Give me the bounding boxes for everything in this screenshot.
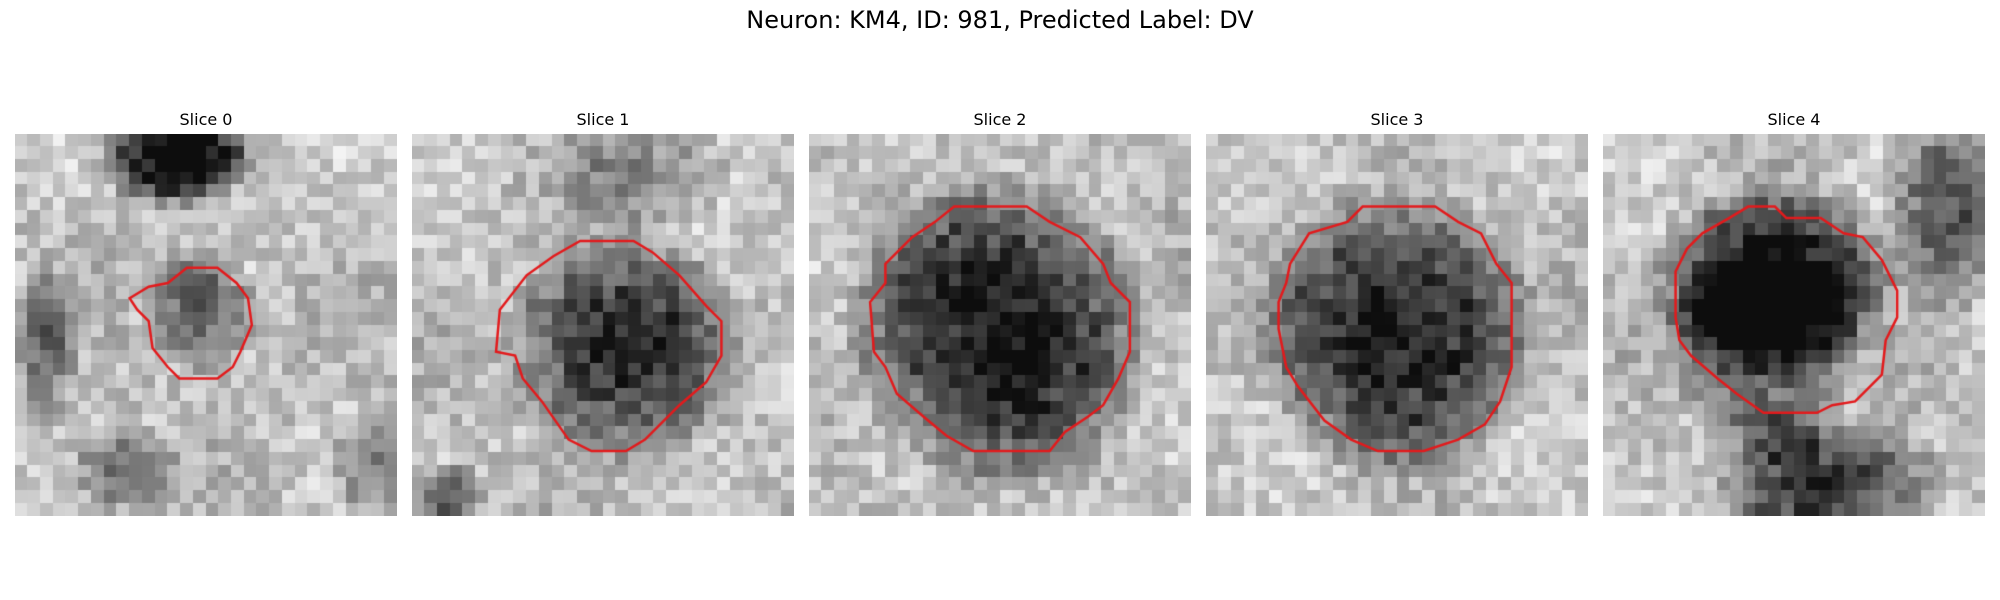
- slice-image: [15, 134, 397, 516]
- slice-panel-0: Slice 0: [15, 110, 397, 516]
- slice-image: [1206, 134, 1588, 516]
- slice-title: Slice 3: [1370, 110, 1424, 129]
- slice-image: [809, 134, 1191, 516]
- figure-title: Neuron: KM4, ID: 981, Predicted Label: D…: [746, 6, 1254, 34]
- slice-title: Slice 4: [1767, 110, 1821, 129]
- slice-image: [412, 134, 794, 516]
- slice-title: Slice 2: [973, 110, 1027, 129]
- slice-panel-1: Slice 1: [412, 110, 794, 516]
- slice-panel-3: Slice 3: [1206, 110, 1588, 516]
- slice-panel-4: Slice 4: [1603, 110, 1985, 516]
- slice-panel-2: Slice 2: [809, 110, 1191, 516]
- slice-title: Slice 1: [576, 110, 630, 129]
- slice-title: Slice 0: [179, 110, 233, 129]
- slice-image: [1603, 134, 1985, 516]
